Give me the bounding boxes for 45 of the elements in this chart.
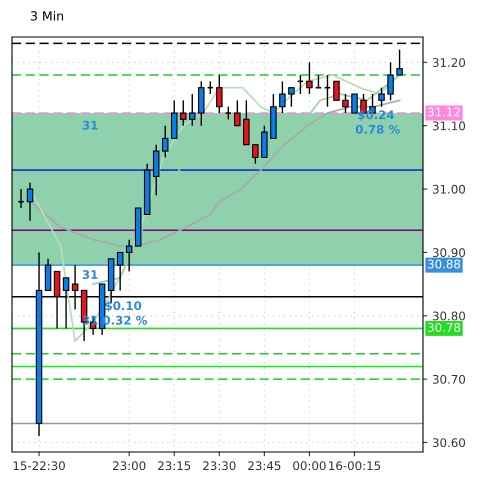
- x-tick-label: 23:15: [158, 461, 190, 470]
- candlestick: [351, 93, 358, 114]
- ref-line-label: 30.78: [428, 322, 460, 332]
- candlestick: [224, 106, 232, 120]
- candlestick: [324, 74, 331, 108]
- candlestick: [333, 80, 340, 101]
- candlestick: [306, 62, 313, 95]
- ref-line-label: 30.88: [428, 260, 460, 269]
- candlestick: [342, 93, 349, 114]
- candlestick: [216, 74, 223, 114]
- y-tick-label: 30.70: [432, 374, 466, 384]
- annotation: 31: [82, 270, 98, 280]
- candlestick: [396, 48, 403, 76]
- candlestick: [252, 144, 259, 164]
- x-tick-label: 23:00: [113, 461, 146, 470]
- candlestick: [378, 86, 385, 108]
- candlestick: [189, 93, 196, 126]
- candlestick: [288, 86, 295, 108]
- x-tick-label: 15-22:30: [14, 461, 65, 470]
- candlestick: [206, 80, 214, 95]
- y-tick-label: 30.80: [432, 312, 466, 320]
- y-tick-label: 31.00: [432, 184, 466, 194]
- candlestick: [162, 125, 168, 158]
- candlestick: [314, 74, 322, 89]
- candlestick: [116, 252, 124, 292]
- annotation: 0.78 %: [356, 124, 400, 134]
- y-tick-label: 30.60: [432, 438, 466, 448]
- candlestick: [17, 188, 25, 209]
- ref-line-label: 31.12: [428, 108, 460, 116]
- candlestick: [279, 80, 286, 114]
- x-tick-label: 16-00:15: [329, 461, 380, 470]
- candlestick: [234, 100, 241, 126]
- candlestick: [180, 100, 187, 126]
- chart-title: 3 Min: [30, 10, 64, 21]
- y-tick-label: 30.90: [432, 248, 466, 258]
- x-tick-label: 23:30: [203, 461, 236, 470]
- x-tick-label: 00:00: [293, 461, 326, 470]
- annotation: 31: [82, 120, 98, 130]
- candlestick: [387, 62, 394, 102]
- x-tick-label: 23:45: [248, 461, 280, 470]
- y-tick-label: 31.10: [432, 121, 466, 130]
- candlestick: [296, 74, 304, 95]
- candlestick: [126, 239, 132, 272]
- y-tick-label: 31.20: [432, 58, 466, 67]
- candlestick: [26, 182, 34, 222]
